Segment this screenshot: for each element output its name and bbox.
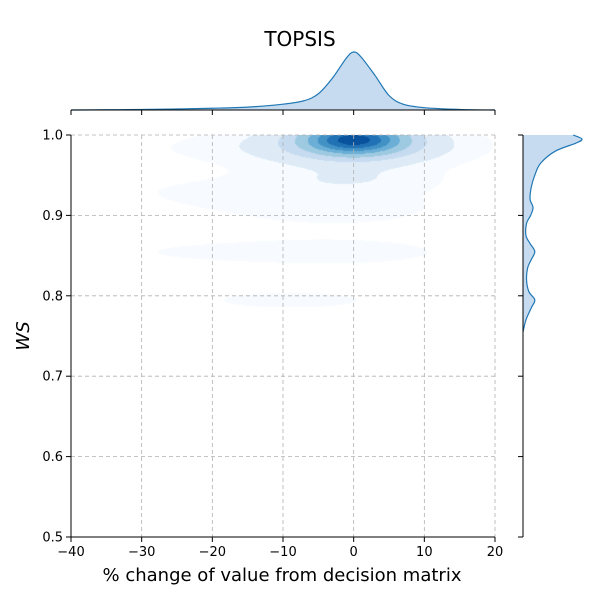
y-marginal-density bbox=[518, 134, 583, 538]
x-axis-label: % change of value from decision matrix bbox=[103, 565, 462, 586]
y-marginal-line bbox=[522, 134, 583, 333]
x-marginal-density bbox=[70, 51, 496, 115]
y-tick-label-4: 0.9 bbox=[42, 209, 63, 224]
y-axis-label: WS bbox=[13, 321, 34, 350]
x-marginal-fill bbox=[71, 51, 495, 110]
x-tick-label-2: −20 bbox=[199, 545, 226, 560]
x-tick-label-3: −10 bbox=[269, 545, 296, 560]
y-marginal-fill bbox=[523, 135, 583, 332]
joint-plot-area: −40 −30 −20 −10 0 10 20 0.5 0.6 0.7 0.8 0.9 1.0 bbox=[42, 129, 503, 561]
x-tick-label-0: −40 bbox=[57, 545, 84, 560]
joint-density-heatmap bbox=[71, 135, 495, 537]
y-tick-label-3: 0.8 bbox=[42, 289, 63, 304]
x-tick-label-4: 0 bbox=[350, 545, 358, 560]
y-tick-label-2: 0.7 bbox=[42, 370, 63, 385]
x-axis-ticks: −40 −30 −20 −10 0 10 20 bbox=[57, 537, 503, 560]
y-axis-ticks: 0.5 0.6 0.7 0.8 0.9 1.0 bbox=[42, 129, 71, 546]
x-tick-label-6: 20 bbox=[487, 545, 504, 560]
y-tick-label-5: 1.0 bbox=[42, 129, 63, 144]
y-tick-label-1: 0.6 bbox=[42, 450, 63, 465]
x-marginal-line bbox=[70, 51, 496, 111]
chart-title: TOPSIS bbox=[263, 27, 335, 51]
y-tick-label-0: 0.5 bbox=[42, 531, 63, 546]
x-tick-label-1: −30 bbox=[128, 545, 155, 560]
x-tick-label-5: 10 bbox=[416, 545, 433, 560]
